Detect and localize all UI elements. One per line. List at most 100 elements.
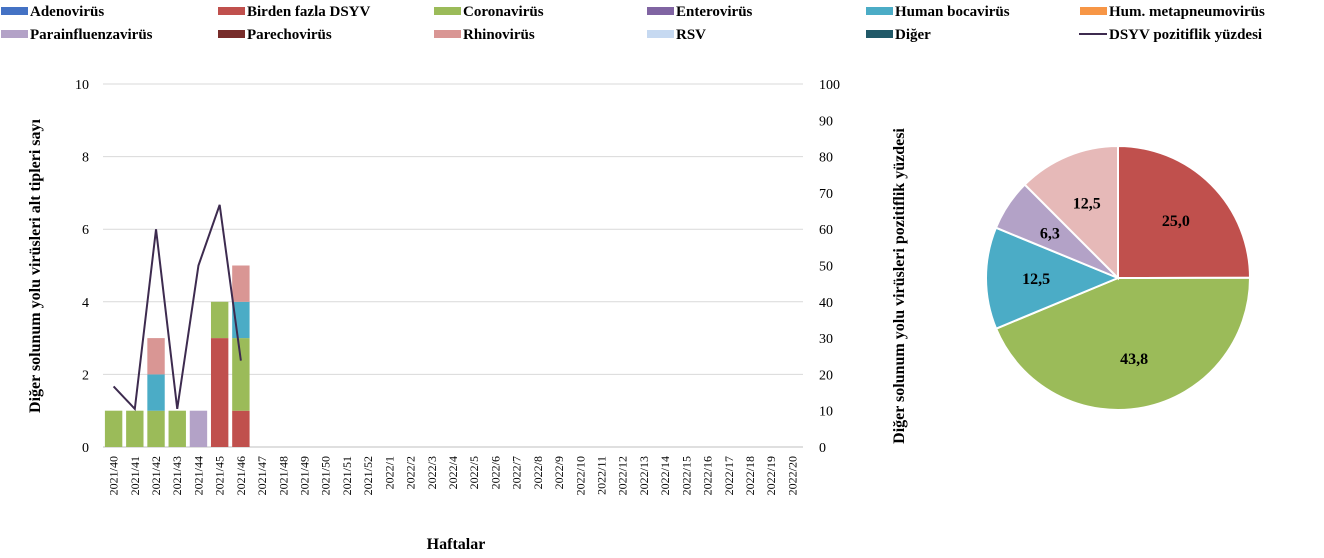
bar-segment: [210, 338, 229, 447]
legend-swatch-enterovir-s: [647, 7, 674, 15]
x-tick-label: 2022/20: [785, 456, 799, 495]
x-tick-label: 2022/2: [404, 456, 418, 489]
legend-label-parainfluenzavir-s: Parainfluenzavirüs: [30, 27, 153, 43]
legend-label-human-bocavir-s: Human bocavirüs: [895, 4, 1010, 20]
y-tick-label: 4: [82, 296, 89, 311]
pie-label-rhinovir-s: 12,5: [1073, 195, 1101, 212]
y2-tick-label: 80: [819, 151, 833, 166]
pie-slice-birden-fazla-dsyv: [1117, 144, 1252, 280]
x-tick-label: 2022/8: [531, 456, 545, 489]
legend-swatch-parainfluenzavir-s: [1, 30, 28, 38]
pie-slice-human-bocavir-s: [985, 226, 1121, 330]
x-tick-label: 2021/49: [298, 456, 312, 495]
y2-tick-label: 100: [819, 78, 840, 93]
x-tick-label: 2021/52: [361, 456, 375, 495]
x-tick-label: 2022/5: [467, 456, 481, 489]
y2-tick-label: 60: [819, 223, 833, 238]
y2-tick-label: 0: [819, 441, 826, 456]
legend-swatch-human-bocavir-s: [866, 7, 893, 15]
x-tick-label: 2021/42: [149, 456, 163, 495]
bar-segment: [104, 410, 123, 447]
legend-swatch-hum-metapneumovir-s: [1080, 7, 1107, 15]
x-tick-label: 2022/10: [573, 456, 587, 495]
pie-chart: 25,0 43,8 12,5 6,3 12,5: [985, 144, 1252, 411]
gridlines: [103, 83, 803, 448]
x-tick-label: 2021/43: [170, 456, 184, 495]
y-tick-label: 10: [75, 78, 89, 93]
legend-label-dsyv-pozitiflik-y-zdesi: DSYV pozitiflik yüzdesi: [1109, 27, 1262, 43]
x-tick-label: 2022/13: [637, 456, 651, 495]
line-series: [112, 204, 242, 412]
bar-segment: [232, 410, 250, 447]
x-tick-label: 2022/1: [382, 456, 396, 489]
legend-swatch-parechovir-s: [218, 30, 245, 38]
y-axis-ticks: 0 2 4 6 8 10: [75, 78, 89, 456]
legend-label-rsv: RSV: [676, 27, 706, 43]
x-tick-label: 2022/6: [488, 456, 502, 489]
y2-tick-label: 50: [819, 260, 833, 275]
bar-segment: [126, 410, 144, 447]
x-tick-label: 2021/46: [234, 456, 248, 495]
bar-segment: [210, 301, 229, 339]
legend: Adenovirüs Birden fazla DSYV Coronavirüs En…: [1, 4, 1265, 43]
x-tick-label: 2022/19: [764, 456, 778, 495]
legend-label-coronavir-s: Coronavirüs: [463, 4, 544, 20]
bar-segment: [168, 410, 186, 447]
x-tick-label: 2021/40: [107, 456, 121, 495]
x-tick-label: 2021/44: [191, 456, 205, 495]
x-tick-label: 2022/18: [743, 456, 757, 495]
pie-label-parainfluenzavir-s: 6,3: [1040, 226, 1060, 243]
x-tick-label: 2022/11: [594, 456, 608, 495]
x-tick-label: 2021/41: [128, 456, 142, 495]
legend-label-parechovir-s: Parechovirüs: [247, 27, 332, 43]
y2-axis-ticks: 0 10 20 30 40 50 60 70 80 90 100: [819, 78, 840, 456]
pie-label-coronavir-s: 43,8: [1120, 351, 1148, 368]
bar-segment: [189, 410, 208, 447]
y2-tick-label: 40: [819, 296, 833, 311]
x-tick-label: 2021/45: [213, 456, 227, 495]
legend-swatch-coronavir-s: [434, 7, 461, 15]
x-tick-label: 2021/50: [319, 456, 333, 495]
legend-swatch-rsv: [647, 30, 674, 38]
x-tick-label: 2022/3: [425, 456, 439, 489]
legend-label-birden-fazla-dsyv: Birden fazla DSYV: [247, 4, 371, 20]
x-axis-ticks: 2021/40 2021/41 2021/42 2021/43 2021/44 2021/…: [107, 456, 800, 495]
y2-tick-label: 10: [819, 405, 833, 420]
y2-tick-label: 30: [819, 332, 833, 347]
legend-label-di-er: Diğer: [895, 27, 931, 43]
x-tick-label: 2021/51: [340, 456, 354, 495]
x-tick-label: 2021/48: [276, 456, 290, 495]
bar-segment: [147, 374, 165, 411]
bar-segment: [232, 265, 250, 302]
y2-tick-label: 90: [819, 114, 833, 129]
legend-label-hum-metapneumovir-s: Hum. metapneumovirüs: [1109, 4, 1265, 20]
x-tick-label: 2022/7: [510, 456, 524, 489]
pie-slice-coronavir-s: [994, 276, 1252, 411]
legend-swatch-rhinovir-s: [434, 30, 461, 38]
y-tick-label: 0: [82, 441, 89, 456]
y2-axis-title: Diğer solunum yolu virüsleri pozitiflik …: [891, 128, 908, 444]
y-tick-label: 2: [82, 368, 89, 383]
legend-swatch-di-er: [866, 30, 893, 38]
x-tick-label: 2022/17: [722, 456, 736, 495]
bar-segment: [232, 338, 250, 411]
x-tick-label: 2022/14: [658, 456, 672, 495]
bar-segment: [147, 410, 165, 447]
y-tick-label: 8: [82, 151, 89, 166]
x-tick-label: 2022/12: [616, 456, 630, 495]
pie-label-birden-fazla-dsyv: 25,0: [1162, 213, 1190, 230]
legend-label-rhinovir-s: Rhinovirüs: [463, 27, 535, 43]
legend-label-adenovir-s: Adenovirüs: [30, 4, 104, 20]
y-axis-title: Diğer solunum yolu virüsleri alt tipleri…: [27, 118, 44, 412]
y2-tick-label: 20: [819, 368, 833, 383]
legend-swatch-adenovir-s: [1, 7, 28, 15]
pie-slice-rhinovir-s: [1023, 144, 1119, 281]
x-tick-label: 2022/9: [552, 456, 566, 489]
x-tick-label: 2022/15: [679, 456, 693, 495]
legend-swatch-birden-fazla-dsyv: [218, 7, 245, 15]
y2-tick-label: 70: [819, 187, 833, 202]
legend-label-enterovir-s: Enterovirüs: [676, 4, 753, 20]
bars: [104, 265, 250, 447]
